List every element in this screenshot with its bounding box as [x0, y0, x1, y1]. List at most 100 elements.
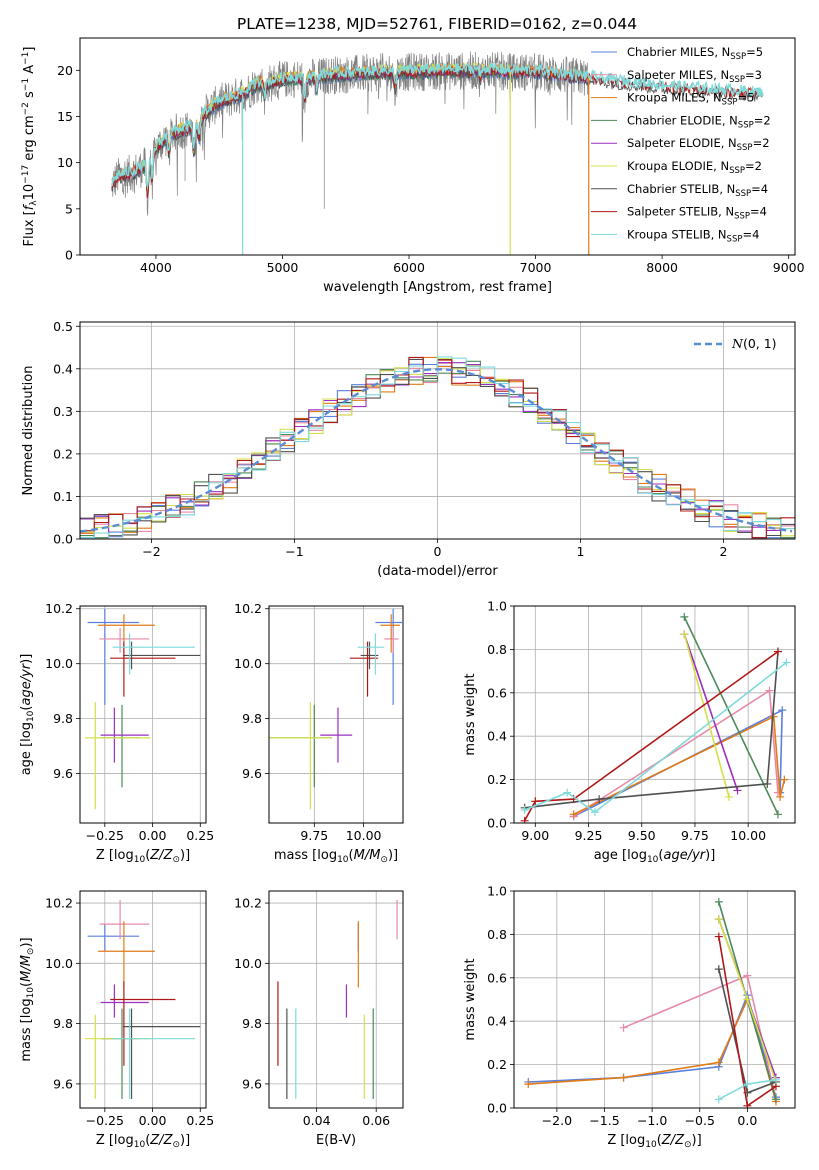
- legend-base: Chabrier ELODIE, N: [627, 113, 738, 127]
- mass-weight-line: [683, 616, 779, 815]
- x-tick-label: 10.00: [346, 828, 382, 843]
- plot-area-age-vs-mass: [269, 608, 403, 810]
- label-part: (: [349, 848, 354, 863]
- y-tick-label: 0.4: [487, 729, 507, 744]
- legend-tail: =3: [745, 68, 762, 82]
- x-tick-label: −1: [285, 544, 303, 559]
- y-tick-label: 0.0: [53, 532, 73, 547]
- label-part: ⊙: [684, 1140, 692, 1150]
- label-part: age [log: [19, 722, 34, 775]
- legend-subscript: SSP: [729, 75, 745, 85]
- label-part: age/yr: [19, 662, 34, 705]
- label-part: wavelength [Angstrom, rest frame]: [323, 280, 552, 295]
- y-tick-label: 1.0: [487, 599, 507, 614]
- label-part: λ: [29, 200, 39, 206]
- y-tick-label: 0.0: [487, 816, 507, 831]
- y-tick-label: 0.3: [53, 404, 73, 419]
- plot-area-mass-weight-vs-Z: [524, 897, 780, 1108]
- plot-area-mass-vs-Z: [84, 900, 201, 1099]
- label-part: (: [19, 706, 34, 711]
- legend-tail: =4: [742, 227, 759, 241]
- y-tick-label: 10: [57, 155, 73, 170]
- y-tick-label: 10.0: [234, 656, 262, 671]
- y-tick-label: 1.0: [487, 884, 507, 899]
- label-part: )]: [19, 654, 34, 664]
- legend-entry: Chabrier ELODIE, NSSP=2: [627, 113, 771, 130]
- x-tick-label: 9.00: [521, 828, 549, 843]
- mass-weight-marker: [520, 805, 529, 814]
- mass-weight-marker: [563, 788, 572, 797]
- x-tick-label: −0.25: [86, 1113, 124, 1128]
- label-part: )]: [180, 848, 190, 863]
- legend-entry: Salpeter STELIB, NSSP=4: [627, 205, 767, 222]
- mass-weight-marker: [743, 1080, 752, 1089]
- label-part: mass weight: [463, 958, 478, 1040]
- y-tick-label: 20: [57, 63, 73, 78]
- y-tick-label: 10.0: [234, 956, 262, 971]
- legend-base: Salpeter STELIB, N: [627, 205, 734, 219]
- mass-weight-line: [573, 715, 786, 816]
- x-tick-label: 4000: [140, 260, 172, 275]
- x-tick-label: −1.0: [637, 1113, 667, 1128]
- label-part: )]: [19, 937, 34, 947]
- y-tick-label: 10.2: [45, 601, 73, 616]
- axes-frame: [268, 890, 404, 1109]
- axes-frame: [79, 321, 796, 540]
- label-part: −1: [21, 78, 31, 91]
- label-part: M/M: [354, 848, 381, 863]
- y-tick-label: 9.6: [242, 1076, 262, 1091]
- x-tick-label: 0.25: [186, 1113, 214, 1128]
- y-tick-label: 10.0: [45, 656, 73, 671]
- label-part: age [log: [594, 848, 647, 863]
- mass-weight-marker: [531, 797, 540, 806]
- mass-weight-marker: [590, 808, 599, 817]
- axes-frame: [79, 605, 207, 824]
- y-tick-label: 9.8: [53, 711, 73, 726]
- label-part: Normed distribution: [21, 366, 36, 496]
- x-tick-label: 9.50: [628, 828, 656, 843]
- y-tick-label: 10.0: [45, 956, 73, 971]
- residual-histogram: [80, 356, 795, 539]
- axes-frame: [513, 605, 796, 824]
- plot-area-mass-weight-vs-age: [520, 612, 791, 823]
- legend-tail: =2: [753, 136, 770, 150]
- legend-tail: =2: [754, 113, 771, 127]
- label-part: Z [log: [96, 848, 134, 863]
- legend-entry: Chabrier MILES, NSSP=5: [627, 45, 763, 62]
- label-part: mass weight: [463, 673, 478, 755]
- legend-base: Salpeter ELODIE, N: [627, 136, 737, 150]
- x-tick-label: 1: [577, 544, 585, 559]
- figure-title: PLATE=1238, MJD=52761, FIBERID=0162, z=0…: [237, 15, 637, 33]
- y-axis-label: mass weight: [463, 958, 478, 1040]
- label-part: (: [19, 982, 34, 987]
- label-part: 10: [26, 987, 36, 999]
- y-tick-label: 9.6: [53, 1076, 73, 1091]
- label-part: (data-model)/error: [377, 564, 498, 579]
- y-tick-label: 0.5: [53, 319, 73, 334]
- y-tick-label: 9.8: [242, 1016, 262, 1031]
- mass-weight-marker: [714, 932, 723, 941]
- mass-weight-marker: [714, 965, 723, 974]
- y-tick-label: 10.2: [234, 601, 262, 616]
- legend-subscript: SSP: [735, 189, 751, 199]
- x-tick-label: 0.00: [139, 1113, 167, 1128]
- axes-mass-weight-vs-age: 9.00 9.25 9.50 9.75 10.00 0.0 0.2 0.4 0.6 0.8 1.0 a…: [463, 599, 796, 865]
- mass-weight-line: [683, 633, 739, 791]
- label-part: 10: [26, 710, 36, 722]
- x-axis-label: Z [log10(Z/Z⊙)]: [96, 848, 190, 865]
- axes-frame: [79, 37, 796, 256]
- label-part: Z [log: [607, 1133, 645, 1148]
- legend-entry: Chabrier STELIB, NSSP=4: [627, 182, 768, 199]
- label-part: 10: [22, 184, 37, 201]
- x-axis-label: mass [log10(M/M⊙)]: [274, 848, 398, 865]
- y-tick-label: 0.4: [53, 361, 73, 376]
- x-tick-label: 0.25: [186, 828, 214, 843]
- axes-mass-vs-EBV: 0.04 0.06 9.6 9.8 10.0 10.2 E(B-V): [234, 890, 404, 1148]
- x-tick-label: −1.5: [589, 1113, 619, 1128]
- legend-base: Kroupa STELIB, N: [627, 227, 727, 241]
- axes-age-vs-Z: −0.25 0.00 0.259.69.810.010.2Z [log10(Z/Z⊙…: [19, 601, 214, 865]
- y-tick-label: 5: [65, 201, 73, 216]
- legend-entry: Salpeter ELODIE, NSSP=2: [627, 136, 770, 153]
- legend-subscript: SSP: [734, 212, 750, 222]
